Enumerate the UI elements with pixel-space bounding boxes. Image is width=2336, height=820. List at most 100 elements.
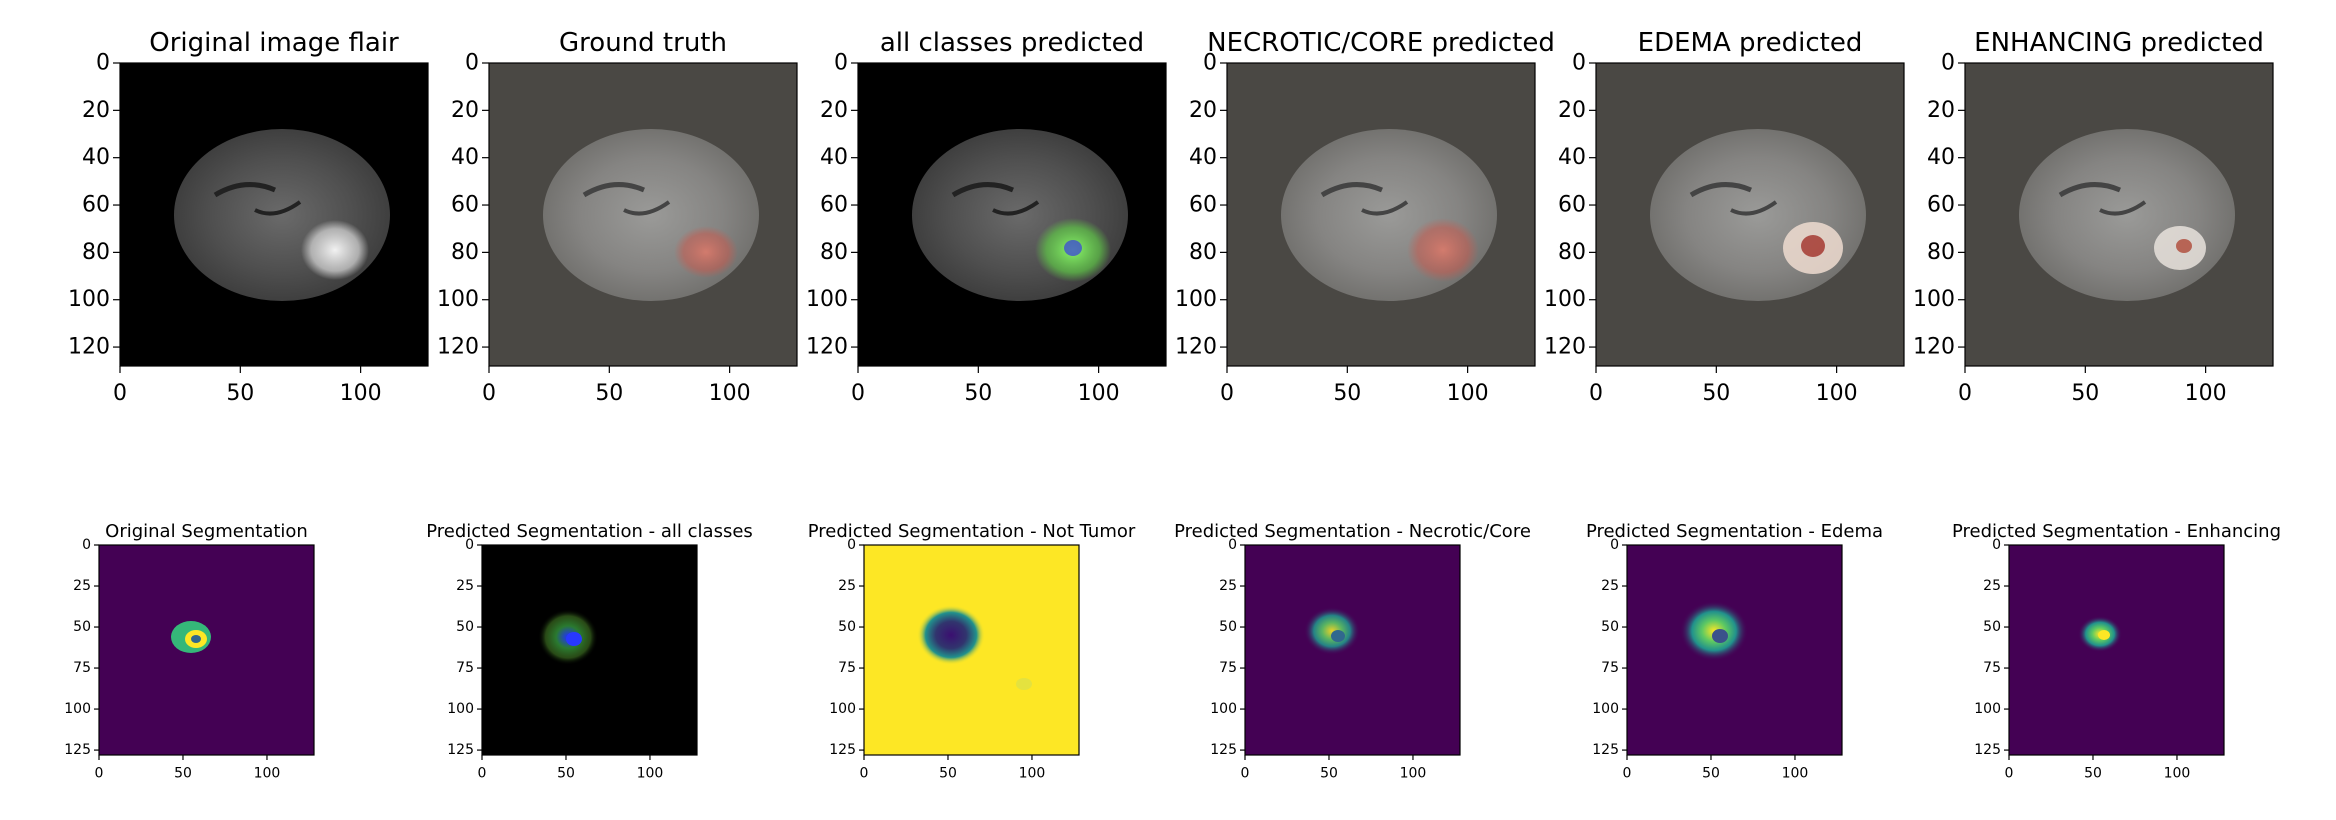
panel-necrotic-core-predicted (1227, 63, 1535, 366)
y-tick-label: 100 (64, 701, 91, 717)
panel-predicted-all-classes (482, 545, 697, 755)
y-tick-label: 50 (73, 619, 91, 635)
y-tick-label: 125 (1210, 742, 1237, 758)
y-tick-label: 50 (1601, 619, 1619, 635)
x-tick-label: 100 (637, 766, 664, 782)
row1-panel-title: Ground truth (559, 28, 727, 58)
y-tick-label: 75 (1983, 660, 2001, 676)
y-tick-label: 50 (1219, 619, 1237, 635)
y-tick-label: 40 (1189, 145, 1217, 170)
y-tick-label: 25 (1983, 578, 2001, 594)
y-tick-label: 0 (1572, 51, 1586, 76)
y-tick-label: 20 (451, 98, 479, 123)
x-tick-label: 50 (174, 766, 192, 782)
row2-panel-frame (863, 544, 1080, 756)
x-tick-label: 0 (860, 766, 869, 782)
x-tick-label: 50 (964, 381, 992, 406)
x-tick-label: 50 (2071, 381, 2099, 406)
x-tick-label: 50 (2084, 766, 2102, 782)
x-tick-label: 100 (2185, 381, 2227, 406)
x-tick-label: 0 (1241, 766, 1250, 782)
row2-panel-title: Predicted Segmentation - Necrotic/Core (1174, 521, 1531, 542)
row1-panel-frame (1595, 62, 1905, 367)
y-tick-label: 0 (465, 51, 479, 76)
y-tick-label: 100 (1913, 287, 1955, 312)
row1-panel-title: EDEMA predicted (1638, 28, 1863, 58)
x-tick-label: 50 (1702, 381, 1730, 406)
y-tick-label: 80 (451, 240, 479, 265)
panel-predicted-enhancing (2009, 545, 2224, 755)
y-tick-label: 0 (847, 537, 856, 553)
y-tick-label: 40 (451, 145, 479, 170)
row1-panel-frame (119, 62, 429, 367)
y-tick-label: 40 (1558, 145, 1586, 170)
y-tick-label: 60 (1189, 193, 1217, 218)
y-tick-label: 125 (1974, 742, 2001, 758)
y-tick-label: 25 (456, 578, 474, 594)
y-tick-label: 80 (820, 240, 848, 265)
panel-predicted-necrotic-core (1245, 545, 1460, 755)
y-tick-label: 125 (447, 742, 474, 758)
y-tick-label: 100 (1544, 287, 1586, 312)
x-tick-label: 50 (226, 381, 254, 406)
panel-ground-truth (489, 63, 797, 366)
y-tick-label: 75 (1601, 660, 1619, 676)
x-tick-label: 100 (1078, 381, 1120, 406)
panel-original-segmentation (99, 545, 314, 755)
row1-panel-frame (1226, 62, 1536, 367)
x-tick-label: 100 (1816, 381, 1858, 406)
y-tick-label: 120 (437, 335, 479, 360)
x-tick-label: 50 (557, 766, 575, 782)
y-tick-label: 75 (1219, 660, 1237, 676)
y-tick-label: 50 (1983, 619, 2001, 635)
x-tick-label: 0 (1623, 766, 1632, 782)
x-tick-label: 100 (1400, 766, 1427, 782)
y-tick-label: 100 (1974, 701, 2001, 717)
x-tick-label: 0 (1589, 381, 1603, 406)
row1-panel-title: all classes predicted (880, 28, 1144, 58)
x-tick-label: 0 (95, 766, 104, 782)
row2-panel-title: Predicted Segmentation - Not Tumor (808, 521, 1136, 542)
panel-edema-predicted (1596, 63, 1904, 366)
row2-panel-title: Predicted Segmentation - Enhancing (1952, 521, 2281, 542)
row1-panel-frame (488, 62, 798, 367)
y-tick-label: 125 (829, 742, 856, 758)
x-tick-label: 0 (1220, 381, 1234, 406)
row1-panel-frame (1964, 62, 2274, 367)
y-tick-label: 80 (1927, 240, 1955, 265)
x-tick-label: 0 (113, 381, 127, 406)
row1-panel-title: ENHANCING predicted (1974, 28, 2264, 58)
y-tick-label: 0 (96, 51, 110, 76)
y-tick-label: 0 (834, 51, 848, 76)
y-tick-label: 25 (73, 578, 91, 594)
y-tick-label: 20 (1189, 98, 1217, 123)
y-tick-label: 100 (447, 701, 474, 717)
panel-predicted-edema (1627, 545, 1842, 755)
y-tick-label: 0 (1610, 537, 1619, 553)
y-tick-label: 100 (1210, 701, 1237, 717)
y-tick-label: 40 (82, 145, 110, 170)
panel-predicted-not-tumor (864, 545, 1079, 755)
y-tick-label: 75 (838, 660, 856, 676)
y-tick-label: 60 (82, 193, 110, 218)
y-tick-label: 75 (456, 660, 474, 676)
y-tick-label: 100 (829, 701, 856, 717)
y-tick-label: 80 (82, 240, 110, 265)
row2-panel-title: Predicted Segmentation - Edema (1586, 521, 1883, 542)
y-tick-label: 100 (1592, 701, 1619, 717)
y-tick-label: 20 (82, 98, 110, 123)
row2-panel-frame (481, 544, 698, 756)
y-tick-label: 60 (451, 193, 479, 218)
row2-panel-frame (1244, 544, 1461, 756)
x-tick-label: 0 (2005, 766, 2014, 782)
x-tick-label: 0 (478, 766, 487, 782)
y-tick-label: 25 (1601, 578, 1619, 594)
row2-panel-title: Original Segmentation (105, 521, 308, 542)
y-tick-label: 60 (1927, 193, 1955, 218)
row2-panel-title: Predicted Segmentation - all classes (426, 521, 753, 542)
x-tick-label: 100 (2164, 766, 2191, 782)
panel-original-flair (120, 63, 428, 366)
y-tick-label: 100 (806, 287, 848, 312)
y-tick-label: 60 (1558, 193, 1586, 218)
